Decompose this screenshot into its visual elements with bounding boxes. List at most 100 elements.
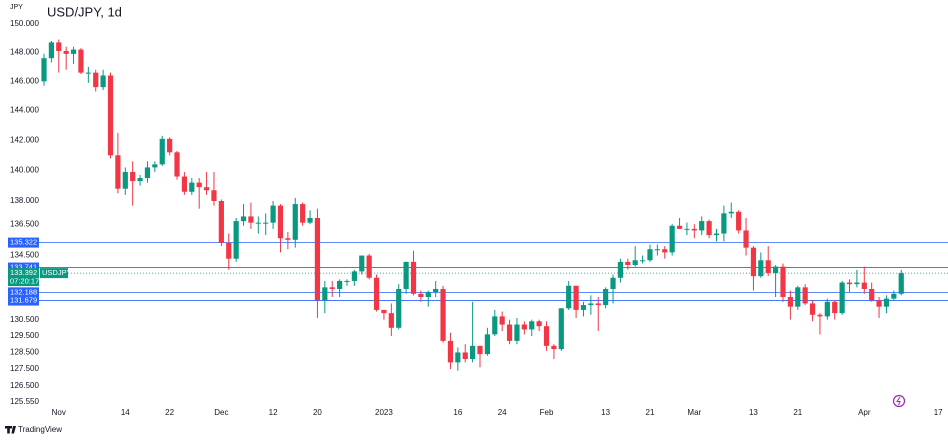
candle-body — [115, 155, 121, 189]
candle-body — [263, 222, 269, 224]
candle-body — [787, 296, 793, 307]
candle-body — [484, 334, 490, 355]
candle-body — [824, 301, 830, 317]
candle-body — [248, 216, 254, 223]
candle-body — [292, 204, 298, 240]
symbol-label: USDJPY — [42, 268, 72, 277]
countdown: 07:20:17 — [10, 277, 39, 286]
candle-body — [869, 288, 875, 301]
candle-body — [514, 324, 520, 341]
candle-body — [388, 313, 394, 328]
candle-body — [676, 225, 683, 229]
candle-body — [721, 213, 727, 234]
candle-body — [773, 266, 779, 273]
candle-body — [558, 308, 564, 350]
candle-body — [93, 72, 99, 88]
candle-body — [218, 200, 224, 243]
candle-body — [174, 152, 180, 177]
candle-body — [551, 345, 557, 350]
candle-body — [48, 42, 54, 59]
candle-body — [233, 221, 239, 259]
candle-body — [137, 178, 143, 182]
candle-body — [403, 261, 409, 289]
x-tick-label: 22 — [165, 408, 174, 417]
candle-body — [832, 301, 838, 314]
candle-body — [107, 75, 114, 156]
candle-body — [152, 164, 158, 168]
candle-body — [226, 242, 232, 259]
candle-body — [846, 282, 853, 285]
candle-body — [802, 287, 808, 304]
chart-title: USD/JPY, 1d — [47, 4, 122, 19]
candle-body — [418, 293, 424, 297]
candle-body — [203, 187, 210, 191]
candle-body — [410, 261, 417, 294]
candle-body — [654, 249, 660, 251]
level-label: 133.741 — [10, 263, 37, 272]
candle-body — [699, 221, 705, 231]
x-tick-label: 16 — [453, 408, 462, 417]
candle-body — [603, 288, 609, 306]
candle-body — [758, 260, 764, 277]
candle-body — [684, 228, 690, 230]
candle-body — [285, 238, 291, 240]
candle-body — [78, 49, 84, 73]
candle-body — [891, 293, 897, 299]
x-tick-label: 21 — [793, 408, 802, 417]
symbol-tag — [40, 268, 68, 279]
candle-body — [625, 261, 631, 266]
candle-body — [41, 58, 47, 82]
candle-body — [809, 303, 816, 315]
level-tag — [8, 295, 39, 306]
x-tick-label: Nov — [52, 408, 66, 417]
y-tick-label: 146.000 — [10, 76, 39, 85]
watermark: TradingView — [18, 425, 62, 434]
y-tick-label: 144.000 — [10, 106, 39, 115]
candle-body — [396, 288, 402, 328]
candle-body — [381, 309, 387, 314]
y-tick-label: 142.000 — [10, 135, 39, 144]
candle-body — [610, 277, 616, 289]
candle-body — [595, 303, 601, 306]
candle-body — [462, 352, 468, 360]
x-tick-label: 21 — [646, 408, 655, 417]
candle-body — [211, 190, 217, 201]
y-axis: 150.000 148.000 146.000 144.000 142.000 140.0… — [4, 19, 943, 417]
candles — [41, 39, 904, 371]
candle-body — [743, 230, 749, 248]
candle-body — [322, 287, 328, 301]
events-icon[interactable] — [892, 394, 906, 408]
candle-body — [477, 345, 483, 355]
candle-body — [440, 288, 446, 341]
candle-body — [632, 260, 638, 266]
candle-body — [255, 222, 261, 224]
candle-body — [861, 282, 867, 289]
candle-body — [130, 171, 136, 182]
candle-body — [876, 300, 882, 307]
x-tick-label: Mar — [687, 408, 701, 417]
candle-body — [580, 305, 587, 310]
candle-body — [573, 285, 579, 310]
candle-body — [329, 287, 335, 289]
candle-body — [144, 167, 151, 179]
candle-body — [499, 316, 505, 325]
candle-body — [122, 171, 128, 189]
y-tick-label: 129.500 — [10, 331, 39, 340]
candle-body — [566, 285, 572, 309]
candle-body — [359, 255, 365, 272]
level-label: 132.188 — [10, 287, 37, 296]
last-price-tag — [8, 268, 39, 287]
logo-mark — [5, 426, 16, 434]
candle-body — [543, 326, 550, 346]
y-tick-label: 125.550 — [10, 397, 39, 406]
x-tick-label: 13 — [601, 408, 610, 417]
candle-body — [455, 352, 461, 363]
y-tick-label: 140.000 — [10, 166, 39, 175]
candle-body — [300, 204, 306, 223]
x-tick-label: Feb — [540, 408, 554, 417]
level-tag — [8, 237, 39, 248]
candle-body — [270, 205, 276, 223]
candle-body — [780, 266, 786, 297]
